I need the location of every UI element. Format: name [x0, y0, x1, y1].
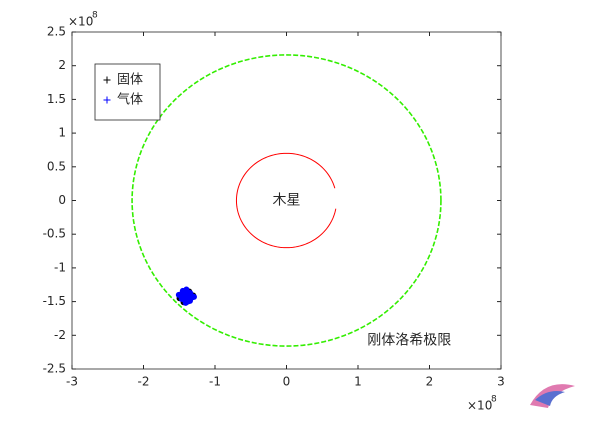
legend-label: 固体 — [117, 73, 143, 88]
x-tick-label: 2 — [426, 375, 434, 389]
x-tick-label: -2 — [138, 375, 150, 389]
y-tick-label: 2 — [58, 58, 66, 72]
y-scale-exponent: 8 — [92, 11, 98, 21]
legend-marker — [103, 96, 111, 104]
annotation: 刚体洛希极限 — [367, 333, 451, 349]
y-tick-label: 0 — [58, 193, 66, 207]
y-tick-label: 1.5 — [47, 92, 66, 106]
x-scale-exponent: 8 — [491, 395, 497, 405]
orbit-circle — [131, 54, 442, 347]
x-tick-label: 1 — [354, 375, 362, 389]
x-tick-label: 3 — [497, 375, 505, 389]
legend-marker — [103, 76, 111, 84]
logo — [530, 384, 575, 408]
annotation: 木星 — [273, 193, 301, 209]
x-scale-label: ×10 — [467, 399, 492, 413]
legend-box — [94, 63, 161, 121]
legend-label: 气体 — [117, 92, 143, 108]
x-tick-label: -1 — [209, 375, 221, 389]
y-tick-label: -2.5 — [43, 362, 66, 376]
y-tick-label: 2.5 — [47, 25, 66, 39]
data-point — [180, 290, 195, 305]
orbit-circle — [235, 152, 337, 249]
y-tick-label: 1 — [58, 126, 66, 140]
y-tick-label: -1 — [54, 260, 66, 274]
y-scale-label: ×10 — [68, 15, 93, 29]
logo-shape — [535, 391, 565, 406]
y-tick-label: 0.5 — [47, 159, 66, 173]
y-tick-label: -2 — [54, 328, 66, 342]
y-tick-label: -1.5 — [43, 294, 66, 308]
y-tick-label: -0.5 — [43, 227, 66, 241]
x-tick-label: 0 — [283, 375, 291, 389]
x-tick-label: -3 — [66, 375, 78, 389]
